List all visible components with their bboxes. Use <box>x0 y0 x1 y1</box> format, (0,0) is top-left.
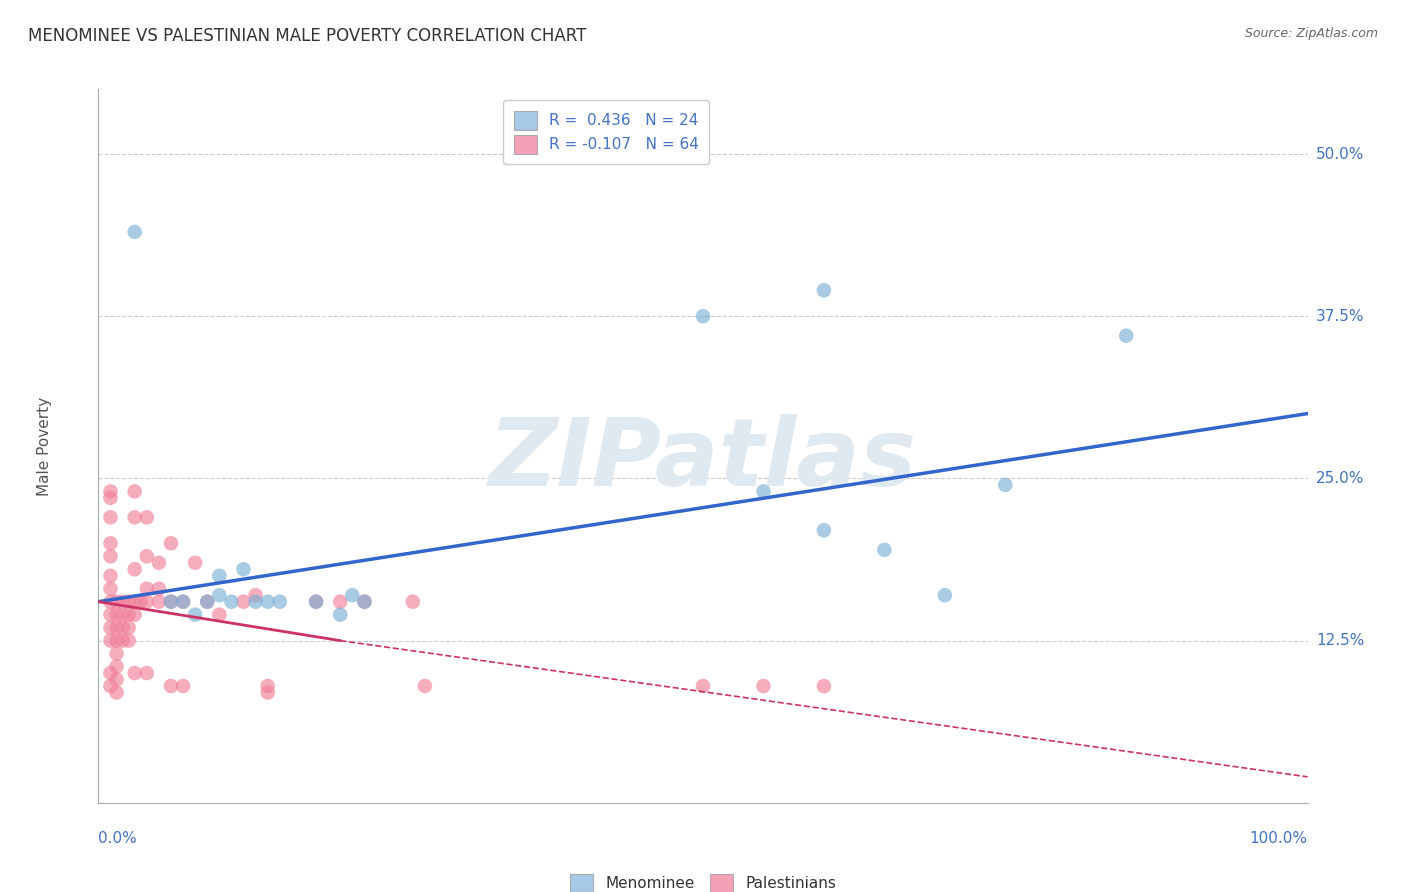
Point <box>135 595 157 609</box>
Point <box>221 595 243 609</box>
Point <box>329 595 352 609</box>
Point <box>873 542 896 557</box>
Point <box>172 595 194 609</box>
Point <box>172 595 194 609</box>
Point <box>160 679 183 693</box>
Point <box>105 633 128 648</box>
Point <box>934 588 956 602</box>
Point <box>124 484 146 499</box>
Point <box>752 484 775 499</box>
Point <box>413 679 436 693</box>
Point <box>135 666 157 681</box>
Text: 50.0%: 50.0% <box>1316 146 1364 161</box>
Point <box>245 595 267 609</box>
Point <box>148 582 170 596</box>
Point <box>124 225 146 239</box>
Point <box>100 621 122 635</box>
Point <box>105 595 128 609</box>
Point <box>105 621 128 635</box>
Point <box>692 679 714 693</box>
Point <box>148 595 170 609</box>
Point <box>100 582 122 596</box>
Point <box>111 633 134 648</box>
Text: 12.5%: 12.5% <box>1316 633 1364 648</box>
Point <box>124 562 146 576</box>
Text: 0.0%: 0.0% <box>98 830 138 846</box>
Point <box>100 633 122 648</box>
Point <box>118 621 141 635</box>
Point <box>105 659 128 673</box>
Point <box>195 595 218 609</box>
Point <box>118 595 141 609</box>
Point <box>184 607 207 622</box>
Point <box>813 679 835 693</box>
Legend: Menominee, Palestinians: Menominee, Palestinians <box>564 868 842 892</box>
Text: Male Poverty: Male Poverty <box>37 396 52 496</box>
Text: 37.5%: 37.5% <box>1316 309 1364 324</box>
Point <box>256 595 278 609</box>
Point <box>232 562 254 576</box>
Point <box>353 595 375 609</box>
Point <box>160 595 183 609</box>
Point <box>100 568 122 582</box>
Point <box>994 478 1017 492</box>
Point <box>118 607 141 622</box>
Point <box>329 607 352 622</box>
Point <box>402 595 425 609</box>
Point <box>305 595 328 609</box>
Point <box>245 588 267 602</box>
Point <box>135 582 157 596</box>
Point <box>124 607 146 622</box>
Point <box>269 595 291 609</box>
Point <box>100 607 122 622</box>
Point <box>160 595 183 609</box>
Point <box>208 588 231 602</box>
Point <box>111 621 134 635</box>
Point <box>208 568 231 582</box>
Point <box>105 607 128 622</box>
Point <box>256 685 278 699</box>
Point <box>124 595 146 609</box>
Point <box>111 607 134 622</box>
Point <box>232 595 254 609</box>
Point <box>305 595 328 609</box>
Point <box>105 673 128 687</box>
Point <box>1115 328 1137 343</box>
Point <box>135 510 157 524</box>
Point <box>100 549 122 564</box>
Point <box>100 679 122 693</box>
Point <box>124 510 146 524</box>
Text: 100.0%: 100.0% <box>1250 830 1308 846</box>
Point <box>160 536 183 550</box>
Point <box>111 595 134 609</box>
Text: Source: ZipAtlas.com: Source: ZipAtlas.com <box>1244 27 1378 40</box>
Text: MENOMINEE VS PALESTINIAN MALE POVERTY CORRELATION CHART: MENOMINEE VS PALESTINIAN MALE POVERTY CO… <box>28 27 586 45</box>
Point <box>105 647 128 661</box>
Text: 25.0%: 25.0% <box>1316 471 1364 486</box>
Point <box>100 536 122 550</box>
Point <box>256 679 278 693</box>
Point <box>105 685 128 699</box>
Point <box>100 666 122 681</box>
Point <box>752 679 775 693</box>
Point <box>135 549 157 564</box>
Text: ZIPatlas: ZIPatlas <box>489 414 917 507</box>
Point <box>124 666 146 681</box>
Point <box>172 679 194 693</box>
Point <box>195 595 218 609</box>
Point <box>129 595 152 609</box>
Point <box>342 588 364 602</box>
Point <box>353 595 375 609</box>
Point <box>148 556 170 570</box>
Point <box>692 310 714 324</box>
Point <box>118 633 141 648</box>
Point <box>100 595 122 609</box>
Point <box>100 510 122 524</box>
Point <box>813 283 835 297</box>
Point <box>100 484 122 499</box>
Point <box>184 556 207 570</box>
Point <box>208 607 231 622</box>
Point <box>813 524 835 538</box>
Point <box>100 491 122 505</box>
